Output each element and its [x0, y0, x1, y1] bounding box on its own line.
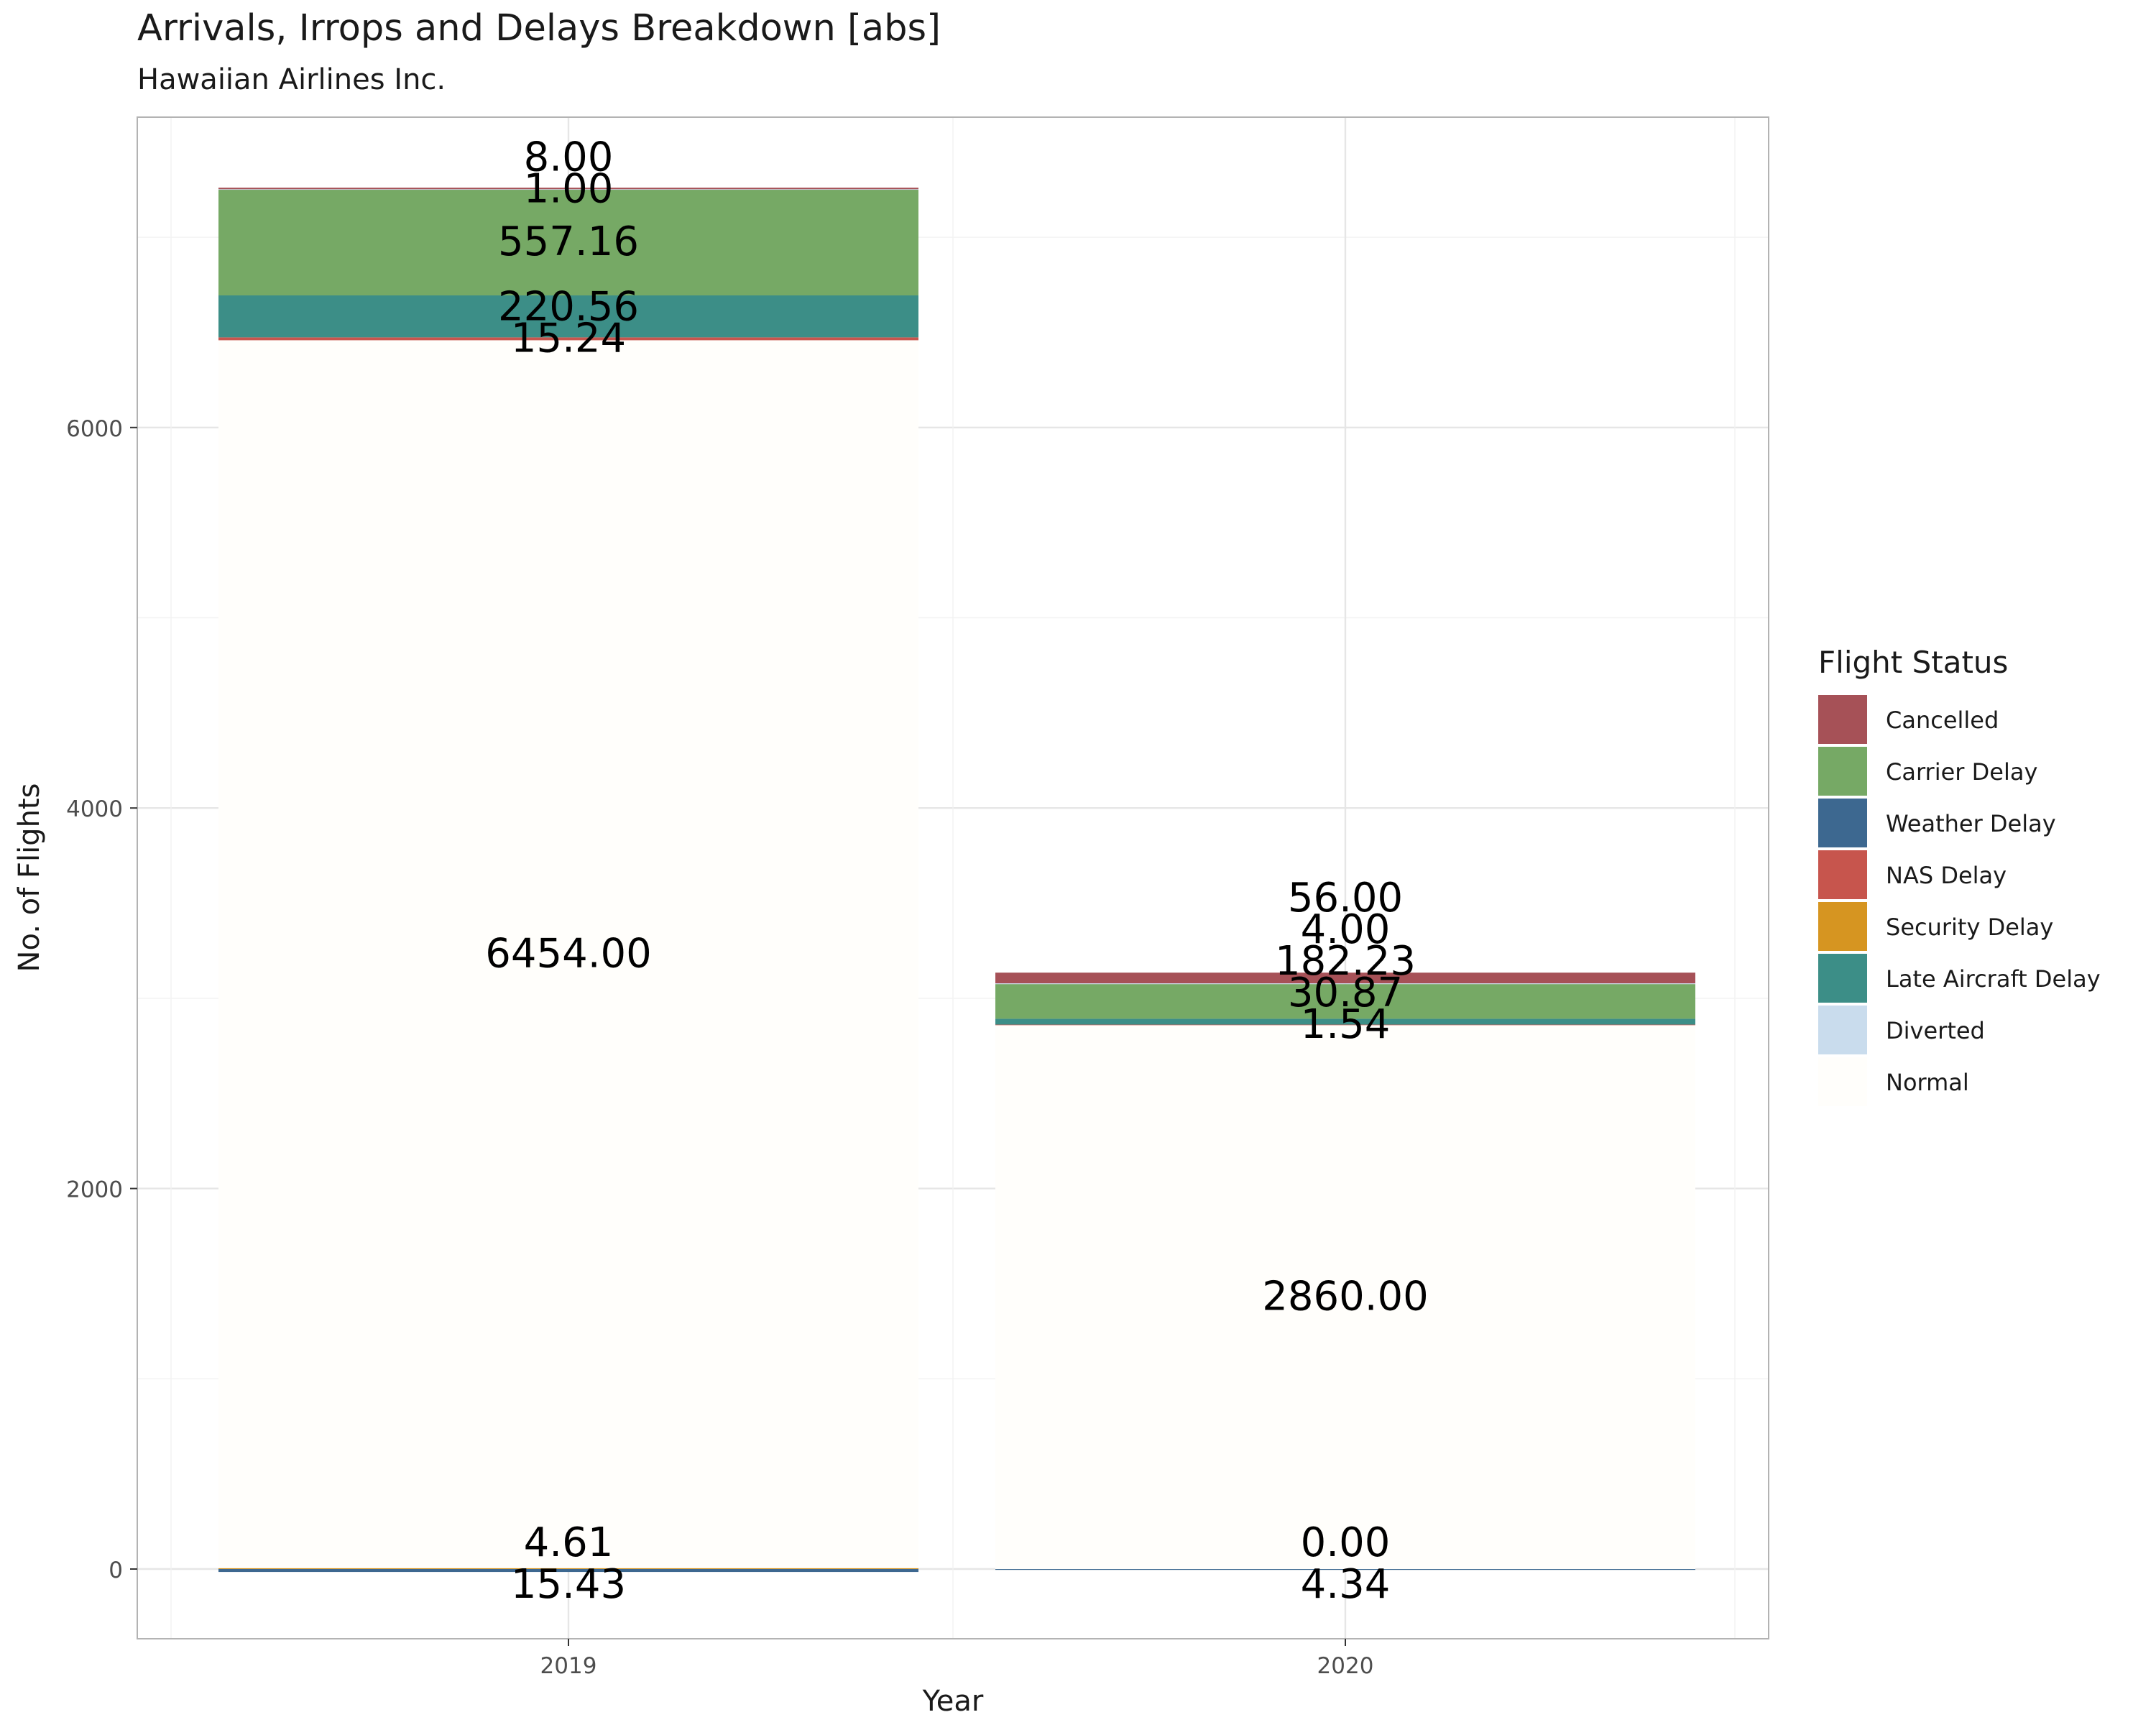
- y-tick-label: 6000: [66, 416, 123, 442]
- data-label-late-aircraft-delay-2019: 220.56: [498, 283, 639, 330]
- legend-label-cancelled: Cancelled: [1886, 707, 1999, 734]
- axes: 0 2000 4000 6000 2019 2020: [66, 416, 1373, 1679]
- legend-label-nas-delay: NAS Delay: [1886, 862, 2007, 889]
- data-label-security-delay-2020: 0.00: [1301, 1519, 1391, 1566]
- bar-segment-diverted-2019: [218, 189, 918, 190]
- legend-label-late-aircraft-delay: Late Aircraft Delay: [1886, 965, 2101, 993]
- legend-item-carrier-delay: Carrier Delay: [1818, 747, 2037, 796]
- legend-swatch-security-delay: [1818, 902, 1867, 951]
- legend-title: Flight Status: [1818, 645, 2008, 680]
- y-tick-label: 0: [109, 1558, 123, 1583]
- y-tick-label: 4000: [66, 796, 123, 822]
- data-label-diverted-2020: 4.00: [1301, 906, 1391, 953]
- legend-swatch-normal: [1818, 1057, 1867, 1106]
- legend-swatch-late-aircraft-delay: [1818, 954, 1867, 1003]
- legend-swatch-weather-delay: [1818, 799, 1867, 847]
- legend-swatch-cancelled: [1818, 695, 1867, 744]
- data-label-weather-delay-2019: 15.43: [511, 1561, 626, 1608]
- legend-item-late-aircraft-delay: Late Aircraft Delay: [1818, 954, 2101, 1003]
- bar-segment-nas-delay-2020: [995, 1024, 1695, 1026]
- legend-item-cancelled: Cancelled: [1818, 695, 1999, 744]
- legend-label-diverted: Diverted: [1886, 1017, 1985, 1044]
- legend-item-diverted: Diverted: [1818, 1006, 1985, 1054]
- bar-segment-weather-delay-2020: [995, 1569, 1695, 1570]
- data-label-nas-delay-2020: 1.54: [1301, 1001, 1391, 1048]
- bar-segment-weather-delay-2019: [218, 1569, 918, 1573]
- data-label-normal-2019: 6454.00: [485, 931, 652, 978]
- bar-segment-late-aircraft-delay-2020: [995, 1018, 1695, 1025]
- legend-item-normal: Normal: [1818, 1057, 1969, 1106]
- legend-swatch-carrier-delay: [1818, 747, 1867, 796]
- bar-stacks: [218, 188, 1695, 1573]
- legend-item-weather-delay: Weather Delay: [1818, 799, 2056, 847]
- y-axis-title: No. of Flights: [13, 783, 46, 972]
- data-label-normal-2020: 2860.00: [1262, 1273, 1429, 1320]
- bar-segment-security-delay-2019: [218, 1568, 918, 1569]
- plot-panel-border: [137, 116, 1769, 1639]
- bar-segment-normal-2019: [218, 340, 918, 1568]
- legend-swatch-diverted: [1818, 1006, 1867, 1054]
- data-label-carrier-delay-2019: 557.16: [498, 218, 639, 265]
- legend-label-security-delay: Security Delay: [1886, 914, 2053, 941]
- legend: Flight Status Cancelled Carrier Delay Weath…: [1818, 645, 2101, 1106]
- data-label-late-aircraft-delay-2020: 30.87: [1288, 970, 1403, 1016]
- legend-label-carrier-delay: Carrier Delay: [1886, 758, 2037, 786]
- legend-label-normal: Normal: [1886, 1069, 1969, 1096]
- bar-segment-normal-2020: [995, 1024, 1695, 1569]
- legend-swatch-nas-delay: [1818, 850, 1867, 899]
- legend-label-weather-delay: Weather Delay: [1886, 810, 2056, 837]
- legend-item-nas-delay: NAS Delay: [1818, 850, 2007, 899]
- bar-segment-late-aircraft-delay-2019: [218, 295, 918, 338]
- bar-segment-carrier-delay-2019: [218, 189, 918, 295]
- data-label-cancelled-2020: 56.00: [1288, 875, 1403, 921]
- bar-segment-cancelled-2020: [995, 972, 1695, 984]
- bar-segment-carrier-delay-2020: [995, 984, 1695, 1019]
- chart-subtitle: Hawaiian Airlines Inc.: [137, 63, 446, 96]
- x-tick-label-2020: 2020: [1317, 1653, 1374, 1679]
- bar-segment-cancelled-2019: [218, 188, 918, 190]
- data-label-weather-delay-2020: 4.34: [1301, 1561, 1391, 1608]
- data-label-nas-delay-2019: 15.24: [511, 315, 626, 362]
- x-tick-label-2019: 2019: [540, 1653, 597, 1679]
- y-tick-label: 2000: [66, 1177, 123, 1203]
- bar-segment-nas-delay-2019: [218, 337, 918, 341]
- data-label-cancelled-2019: 8.00: [524, 134, 614, 180]
- data-label-carrier-delay-2020: 182.23: [1275, 938, 1416, 985]
- legend-item-security-delay: Security Delay: [1818, 902, 2053, 951]
- chart-title: Arrivals, Irrops and Delays Breakdown [a…: [137, 7, 941, 50]
- data-label-diverted-2019: 1.00: [524, 165, 614, 212]
- bar-segment-diverted-2020: [995, 983, 1695, 985]
- x-axis-title: Year: [922, 1685, 984, 1718]
- data-label-security-delay-2019: 4.61: [524, 1519, 614, 1566]
